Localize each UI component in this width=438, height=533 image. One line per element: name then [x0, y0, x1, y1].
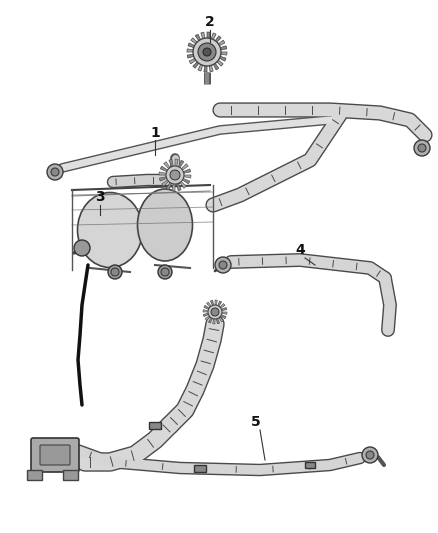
Wedge shape: [160, 166, 175, 175]
Circle shape: [203, 48, 211, 56]
Wedge shape: [175, 175, 186, 188]
Text: 5: 5: [251, 415, 261, 429]
Wedge shape: [206, 302, 215, 312]
Wedge shape: [159, 172, 175, 175]
Wedge shape: [210, 300, 215, 312]
Circle shape: [161, 268, 169, 276]
Text: 2: 2: [205, 15, 215, 29]
Wedge shape: [189, 52, 207, 64]
Wedge shape: [175, 160, 184, 175]
Wedge shape: [208, 312, 215, 323]
Wedge shape: [172, 175, 175, 191]
Circle shape: [166, 166, 184, 184]
FancyBboxPatch shape: [149, 422, 161, 429]
Circle shape: [170, 170, 180, 180]
Wedge shape: [188, 43, 207, 52]
Wedge shape: [169, 159, 175, 175]
Circle shape: [418, 144, 426, 152]
Wedge shape: [166, 175, 175, 190]
Wedge shape: [195, 34, 207, 52]
Circle shape: [366, 451, 374, 459]
Wedge shape: [215, 312, 227, 314]
Circle shape: [47, 164, 63, 180]
Wedge shape: [191, 38, 207, 52]
Text: 4: 4: [295, 243, 305, 257]
Text: 3: 3: [95, 190, 105, 204]
Circle shape: [108, 265, 122, 279]
Wedge shape: [207, 46, 227, 52]
Circle shape: [414, 140, 430, 156]
Wedge shape: [213, 312, 215, 324]
Wedge shape: [215, 301, 222, 312]
Circle shape: [111, 268, 119, 276]
Wedge shape: [175, 175, 181, 191]
Wedge shape: [175, 175, 190, 184]
FancyBboxPatch shape: [27, 470, 42, 480]
FancyBboxPatch shape: [63, 470, 78, 480]
Wedge shape: [215, 312, 223, 322]
Wedge shape: [175, 159, 178, 175]
Wedge shape: [187, 49, 207, 52]
Wedge shape: [203, 310, 215, 312]
Wedge shape: [175, 169, 191, 175]
Wedge shape: [175, 175, 191, 178]
Wedge shape: [203, 312, 215, 317]
Wedge shape: [187, 52, 207, 58]
Wedge shape: [207, 52, 223, 66]
Wedge shape: [215, 312, 226, 319]
Wedge shape: [207, 52, 226, 61]
Circle shape: [198, 43, 216, 61]
Circle shape: [74, 240, 90, 256]
Wedge shape: [207, 36, 221, 52]
Wedge shape: [215, 303, 225, 312]
Wedge shape: [205, 312, 215, 320]
Wedge shape: [207, 52, 213, 72]
Wedge shape: [193, 52, 207, 68]
Ellipse shape: [78, 192, 142, 268]
Wedge shape: [207, 32, 210, 52]
Wedge shape: [204, 305, 215, 312]
Wedge shape: [215, 312, 219, 324]
FancyBboxPatch shape: [31, 438, 79, 472]
Wedge shape: [215, 308, 227, 312]
Circle shape: [51, 168, 59, 176]
Wedge shape: [207, 33, 216, 52]
Wedge shape: [164, 161, 175, 175]
Circle shape: [158, 265, 172, 279]
Circle shape: [362, 447, 378, 463]
Circle shape: [219, 261, 227, 269]
FancyBboxPatch shape: [40, 445, 70, 465]
Wedge shape: [207, 41, 225, 52]
Text: 1: 1: [150, 126, 160, 140]
Wedge shape: [198, 52, 207, 71]
Wedge shape: [201, 32, 207, 52]
Circle shape: [211, 308, 219, 316]
Wedge shape: [207, 52, 227, 55]
Circle shape: [208, 305, 222, 319]
Wedge shape: [207, 52, 219, 70]
Wedge shape: [175, 164, 188, 175]
Circle shape: [215, 257, 231, 273]
Wedge shape: [215, 300, 217, 312]
Ellipse shape: [138, 189, 192, 261]
Wedge shape: [162, 175, 175, 187]
FancyBboxPatch shape: [305, 462, 315, 468]
Wedge shape: [204, 52, 207, 72]
Circle shape: [193, 38, 221, 66]
FancyBboxPatch shape: [194, 465, 206, 472]
Wedge shape: [159, 175, 175, 181]
